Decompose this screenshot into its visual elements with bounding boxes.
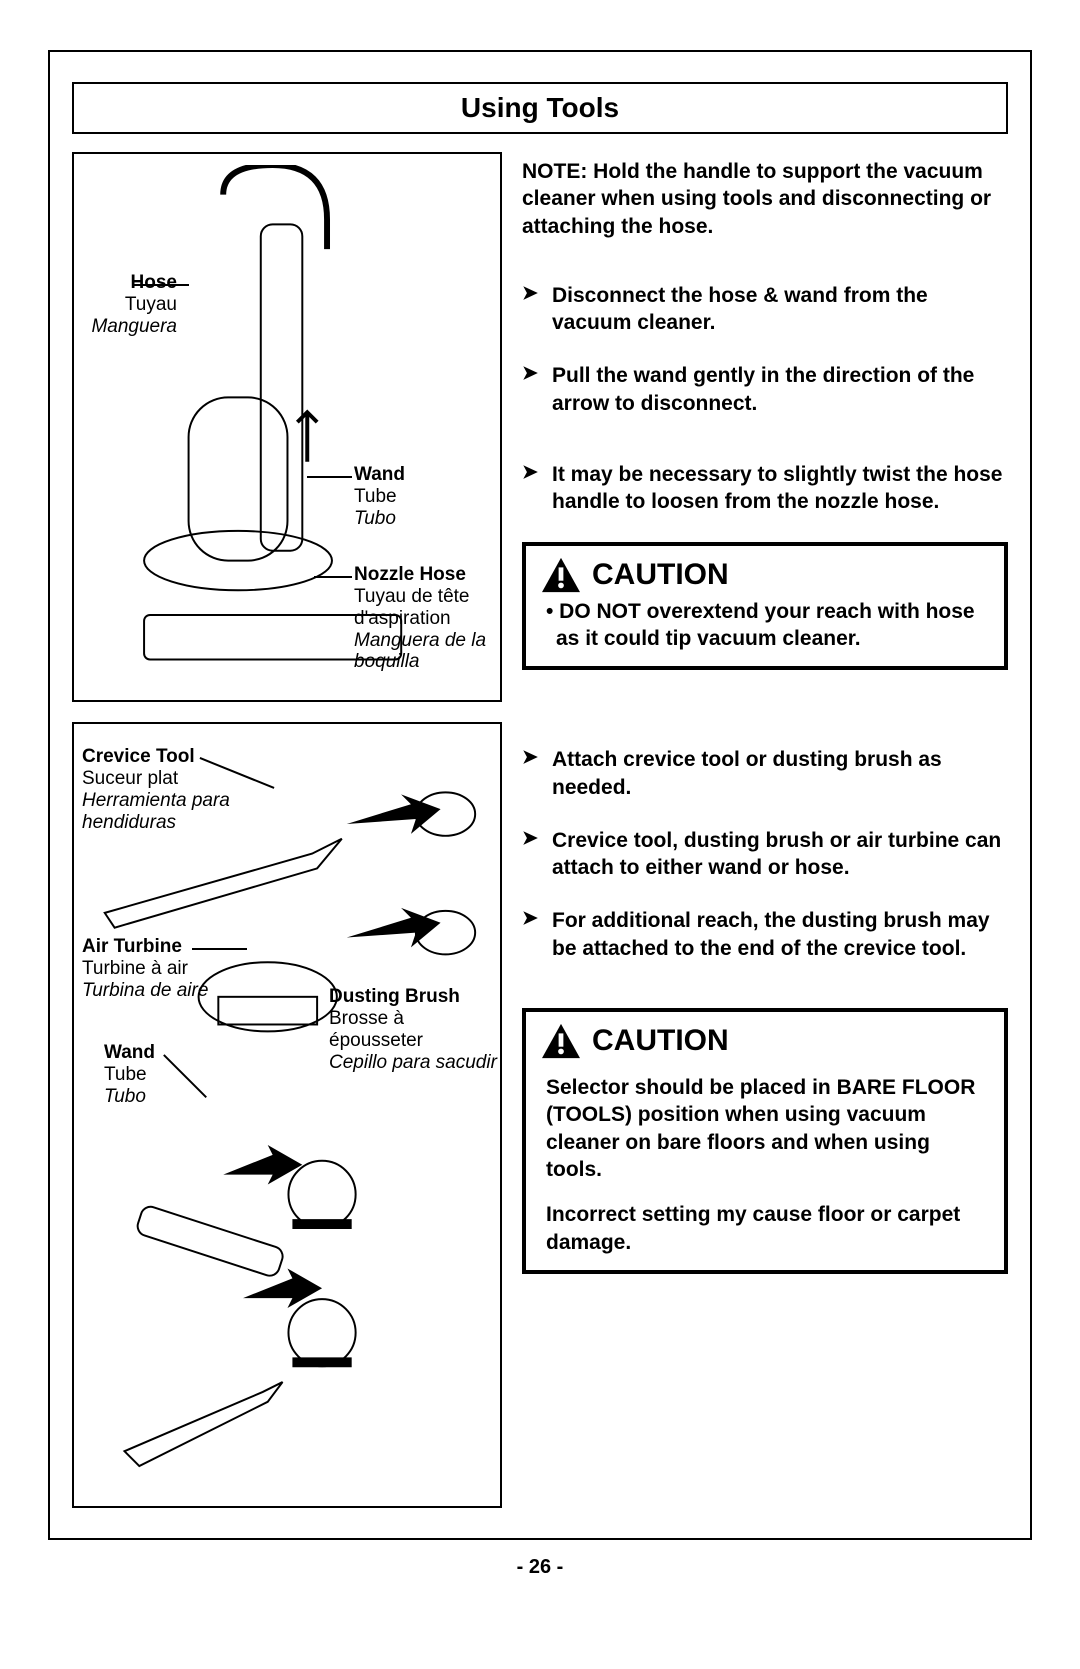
callout-label-fr: Tuyau [82, 294, 177, 316]
tools-line-art-icon [83, 740, 492, 1491]
callout-label-en: Air Turbine [82, 936, 242, 958]
callout-nozzle-hose: Nozzle Hose Tuyau de tête d'aspiration M… [354, 564, 494, 673]
callout-label-es: Herramienta para hendiduras [82, 790, 262, 834]
note-text: NOTE: Hold the handle to support the vac… [522, 158, 1008, 240]
caution-header: CAUTION [540, 1022, 990, 1060]
instruction-item: Crevice tool, dusting brush or air turbi… [522, 827, 1008, 882]
callout-crevice-tool: Crevice Tool Suceur plat Herramienta par… [82, 746, 262, 833]
callout-label-fr: Turbine à air [82, 958, 242, 980]
instruction-item: Disconnect the hose & wand from the vacu… [522, 282, 1008, 337]
callout-label-es: Turbina de aire [82, 980, 242, 1002]
page-title: Using Tools [461, 92, 619, 123]
leader-line [192, 948, 247, 950]
callout-wand-2: Wand Tube Tubo [104, 1042, 194, 1108]
figure-illustration-placeholder [74, 724, 500, 1506]
page-frame: Using Tools [48, 50, 1032, 1540]
leader-line [134, 284, 189, 286]
callout-dusting-brush: Dusting Brush Brosse à épousseter Cepill… [329, 986, 499, 1073]
callout-label-fr: Tuyau de tête d'aspiration [354, 586, 494, 630]
caution-text: • DO NOT overextend your reach with hose… [540, 598, 990, 653]
callout-label-fr: Tube [354, 486, 405, 508]
caution-box-1: CAUTION • DO NOT overextend your reach w… [522, 542, 1008, 671]
callout-label-en: Wand [354, 464, 405, 486]
content-columns: Hose Tuyau Manguera Wand Tube Tubo Nozzl… [50, 152, 1030, 1508]
instruction-item: For additional reach, the dusting brush … [522, 907, 1008, 962]
callout-label-fr: Tube [104, 1064, 194, 1086]
figure-vacuum-hose-wand: Hose Tuyau Manguera Wand Tube Tubo Nozzl… [72, 152, 502, 702]
callout-label-es: Tubo [104, 1086, 194, 1108]
leader-line [314, 576, 352, 578]
callout-label-es: Manguera de la boquilla [354, 630, 494, 674]
callout-label-fr: Brosse à épousseter [329, 1008, 499, 1052]
caution-title: CAUTION [592, 558, 729, 592]
callout-label-es: Tubo [354, 508, 405, 530]
instruction-item: It may be necessary to slightly twist th… [522, 461, 1008, 516]
title-bar: Using Tools [72, 82, 1008, 134]
instruction-list-bottom: Attach crevice tool or dusting brush as … [522, 746, 1008, 962]
callout-label-en: Nozzle Hose [354, 564, 494, 586]
caution-text: Selector should be placed in BARE FLOOR … [540, 1074, 990, 1256]
callout-label-es: Cepillo para sacudir [329, 1052, 499, 1074]
figures-column: Hose Tuyau Manguera Wand Tube Tubo Nozzl… [72, 152, 502, 1508]
caution-paragraph: Incorrect setting my cause floor or carp… [546, 1201, 990, 1256]
caution-paragraph: Selector should be placed in BARE FLOOR … [546, 1074, 990, 1183]
callout-label-en: Dusting Brush [329, 986, 499, 1008]
page-number: - 26 - [48, 1556, 1032, 1579]
callout-air-turbine: Air Turbine Turbine à air Turbina de air… [82, 936, 242, 1002]
caution-box-2: CAUTION Selector should be placed in BAR… [522, 1008, 1008, 1274]
callout-label-es: Manguera [82, 316, 177, 338]
warning-triangle-icon [540, 1022, 582, 1060]
callout-label-en: Wand [104, 1042, 194, 1064]
warning-triangle-icon [540, 556, 582, 594]
callout-hose: Hose Tuyau Manguera [82, 272, 177, 338]
instruction-item: Attach crevice tool or dusting brush as … [522, 746, 1008, 801]
leader-line [307, 476, 352, 478]
caution-header: CAUTION [540, 556, 990, 594]
callout-label-en: Hose [82, 272, 177, 294]
figure-tool-attachments: Crevice Tool Suceur plat Herramienta par… [72, 722, 502, 1508]
caution-title: CAUTION [592, 1024, 729, 1058]
callout-label-en: Crevice Tool [82, 746, 262, 768]
instruction-item: Pull the wand gently in the direction of… [522, 362, 1008, 417]
callout-wand: Wand Tube Tubo [354, 464, 405, 530]
instruction-list-top: Disconnect the hose & wand from the vacu… [522, 282, 1008, 516]
instructions-column: NOTE: Hold the handle to support the vac… [522, 152, 1008, 1508]
